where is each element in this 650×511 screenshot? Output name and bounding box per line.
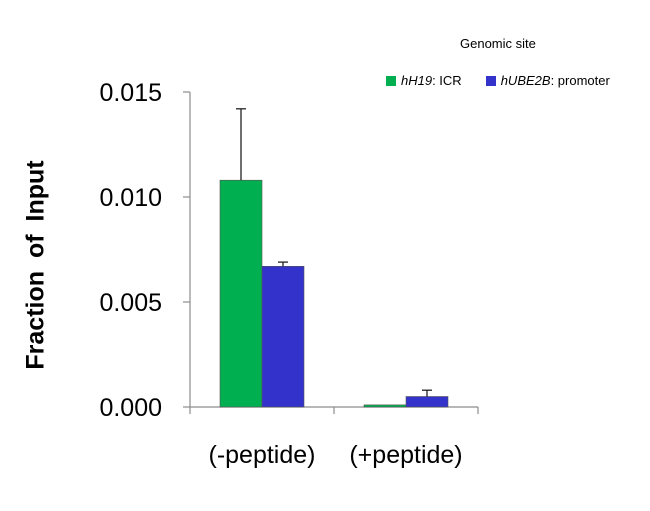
bar (405, 396, 449, 408)
legend-label-hh19: hH19: ICR (401, 73, 462, 88)
bar (219, 179, 263, 408)
x-tick-label: (+peptide) (349, 441, 462, 469)
x-tick-label: (-peptide) (209, 441, 316, 469)
legend-title: Genomic site (460, 36, 536, 51)
legend-item-hube2b: hUBE2B: promoter (485, 73, 610, 88)
legend-swatch-hh19 (386, 75, 396, 86)
y-tick-label: 0.015 (99, 79, 162, 107)
y-tick-label: 0.005 (99, 289, 162, 317)
y-tick-label: 0.010 (99, 184, 162, 212)
y-tick-label: 0.000 (99, 394, 162, 422)
legend-label-hube2b: hUBE2B: promoter (500, 73, 610, 88)
legend-swatch-hube2b (485, 75, 496, 86)
bar (363, 404, 407, 408)
bar (261, 265, 305, 408)
legend: hH19: ICR hUBE2B: promoter (386, 73, 610, 88)
y-axis-label: Fraction of Input (21, 160, 50, 370)
legend-item-hh19: hH19: ICR (386, 73, 462, 88)
